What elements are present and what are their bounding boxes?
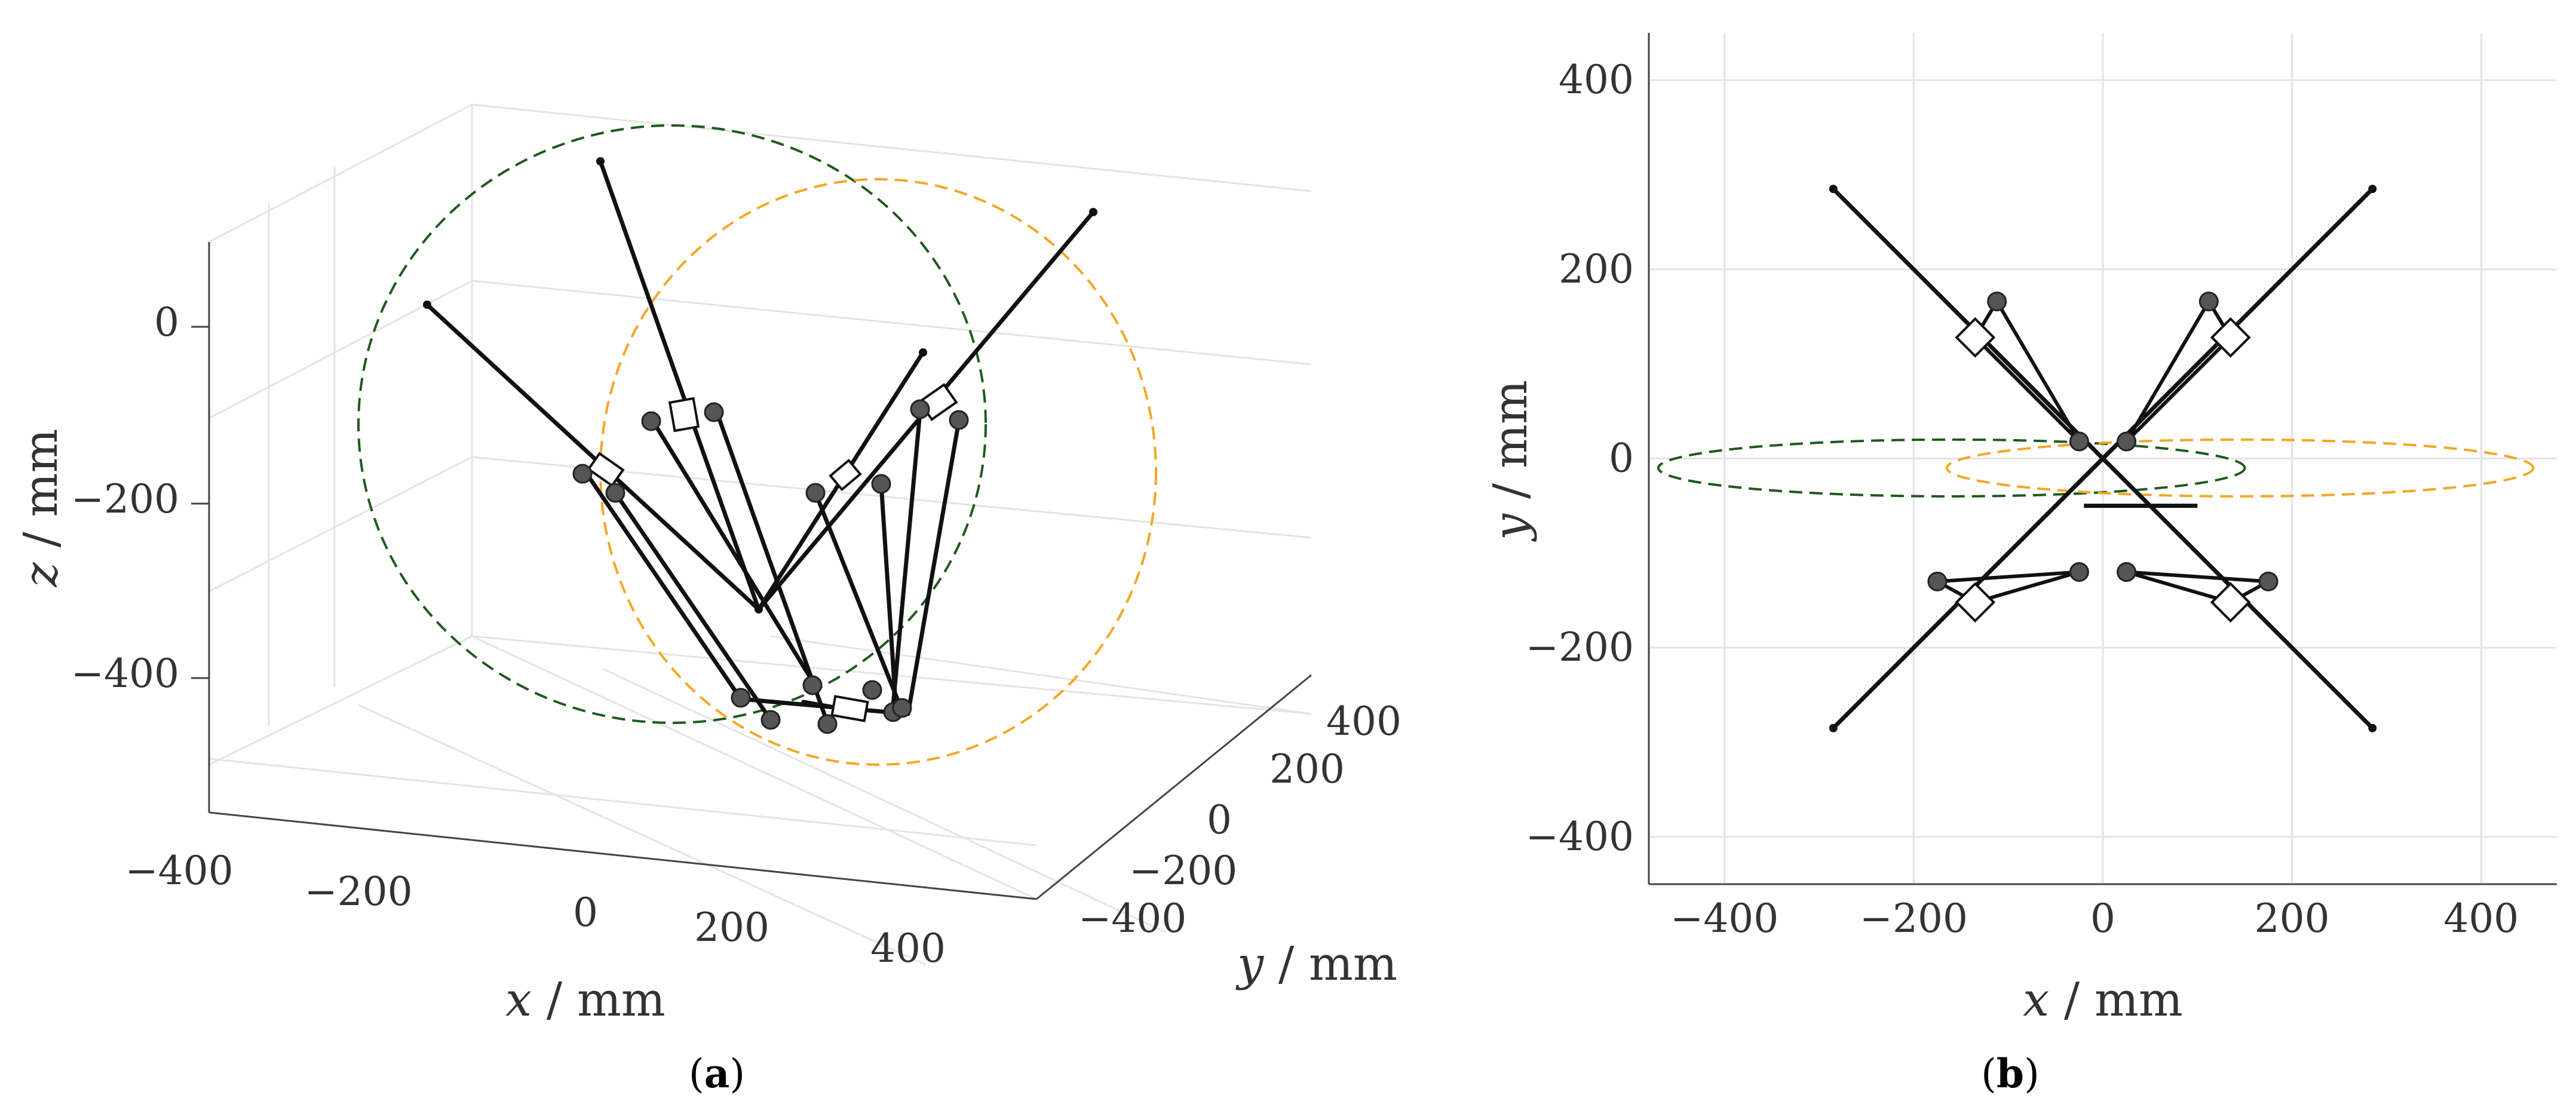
panel-a-xtick-1: −200	[304, 869, 412, 915]
panel-b-xtick: −200	[1860, 896, 1968, 942]
panel-a-ztick-0: 0	[154, 299, 179, 345]
panel-a-xtick-3: 200	[694, 904, 769, 950]
spherical-joint	[2069, 431, 2089, 452]
spherical-joint	[2069, 562, 2089, 582]
panel-a-joints	[572, 399, 969, 734]
panel-a-carriages	[587, 383, 958, 722]
trajectory-ellipse-green-3d	[357, 124, 987, 724]
panel-a-ztick-1: −200	[71, 476, 179, 522]
panel-b-xtick: 400	[2443, 896, 2519, 942]
panel-b-carriages	[1955, 317, 2251, 623]
carriage	[2210, 582, 2251, 623]
link-parallelogram	[1973, 298, 2081, 443]
trajectory-ellipse-1	[1657, 438, 2246, 498]
panel-a-tick-marks	[191, 326, 209, 679]
panel-b-xticks: −400 −200 0 200 400	[1670, 896, 2519, 942]
panel-a-3d-plot: 0 −200 −400 −400 −200 0 200 400 −400 −20…	[14, 103, 1402, 1097]
panel-b-ylabel: y / mm	[1484, 380, 1538, 542]
spherical-joint	[1927, 571, 1948, 591]
panel-a-axes	[208, 242, 1312, 900]
panel-b-yticks: −400 −200 0 200 400	[1526, 57, 1634, 860]
link-parallelogram	[2124, 298, 2232, 443]
carriage	[1955, 317, 1996, 358]
base-point	[2368, 723, 2377, 732]
spherical-joint	[2258, 571, 2278, 591]
panel-a-ylabel: y / mm	[1235, 937, 1397, 991]
base-point	[1829, 185, 1838, 194]
panel-b-xtick: 200	[2255, 896, 2330, 942]
carriage	[2210, 317, 2251, 358]
panel-a-xtick-2: 0	[573, 890, 598, 936]
panel-a-caption: (a)	[689, 1050, 745, 1097]
panel-a-ytick-3: 200	[1269, 746, 1345, 792]
panel-a-ztick-2: −400	[71, 651, 179, 697]
panel-b-xtick: −400	[1670, 896, 1778, 942]
panel-b-plot: −400 −200 0 200 400 −400 −200 0 200 400 x / mm y…	[1484, 33, 2557, 1097]
panel-b-ytick: 0	[1609, 436, 1634, 482]
panel-b-xlabel: x / mm	[2023, 973, 2183, 1027]
panel-b-ytick: 200	[1559, 246, 1634, 292]
panel-b-ytick: 400	[1559, 57, 1634, 103]
panel-a-zlabel: z / mm	[14, 429, 68, 588]
panel-a-ytick-1: −200	[1129, 848, 1237, 894]
spherical-joint	[2117, 562, 2137, 582]
panel-b-caption: (b)	[1981, 1050, 2040, 1097]
panel-a-xlabel: x / mm	[505, 973, 666, 1027]
panel-a-xtick-4: 400	[870, 925, 946, 971]
panel-a-ytick-2: 0	[1207, 797, 1232, 843]
spherical-joint	[1987, 292, 2007, 312]
link-parallelogram	[1931, 570, 2080, 605]
base-point	[1829, 723, 1838, 732]
panel-a-endpoints	[423, 157, 1097, 614]
link-parallelogram	[2126, 570, 2275, 605]
panel-a-ytick-4: 400	[1326, 698, 1402, 744]
spherical-joint	[2198, 292, 2219, 312]
panel-a-ytick-0: −400	[1078, 896, 1186, 942]
panel-b-axes	[1648, 33, 2557, 885]
carriage	[1955, 582, 1996, 623]
panel-b-grid	[1649, 33, 2557, 884]
panel-b-ellipses	[1657, 438, 2535, 498]
panel-a-links	[425, 159, 1096, 725]
base-point	[2368, 185, 2377, 194]
panel-b-joints	[1829, 185, 2377, 732]
panel-b-ytick: −200	[1526, 624, 1634, 670]
panel-b-xtick: 0	[2090, 896, 2115, 942]
trajectory-ellipse-2	[1945, 438, 2535, 498]
panel-b-ytick: −400	[1526, 814, 1634, 860]
spherical-joint	[2117, 431, 2137, 452]
panel-a-xtick-0: −400	[125, 848, 233, 894]
